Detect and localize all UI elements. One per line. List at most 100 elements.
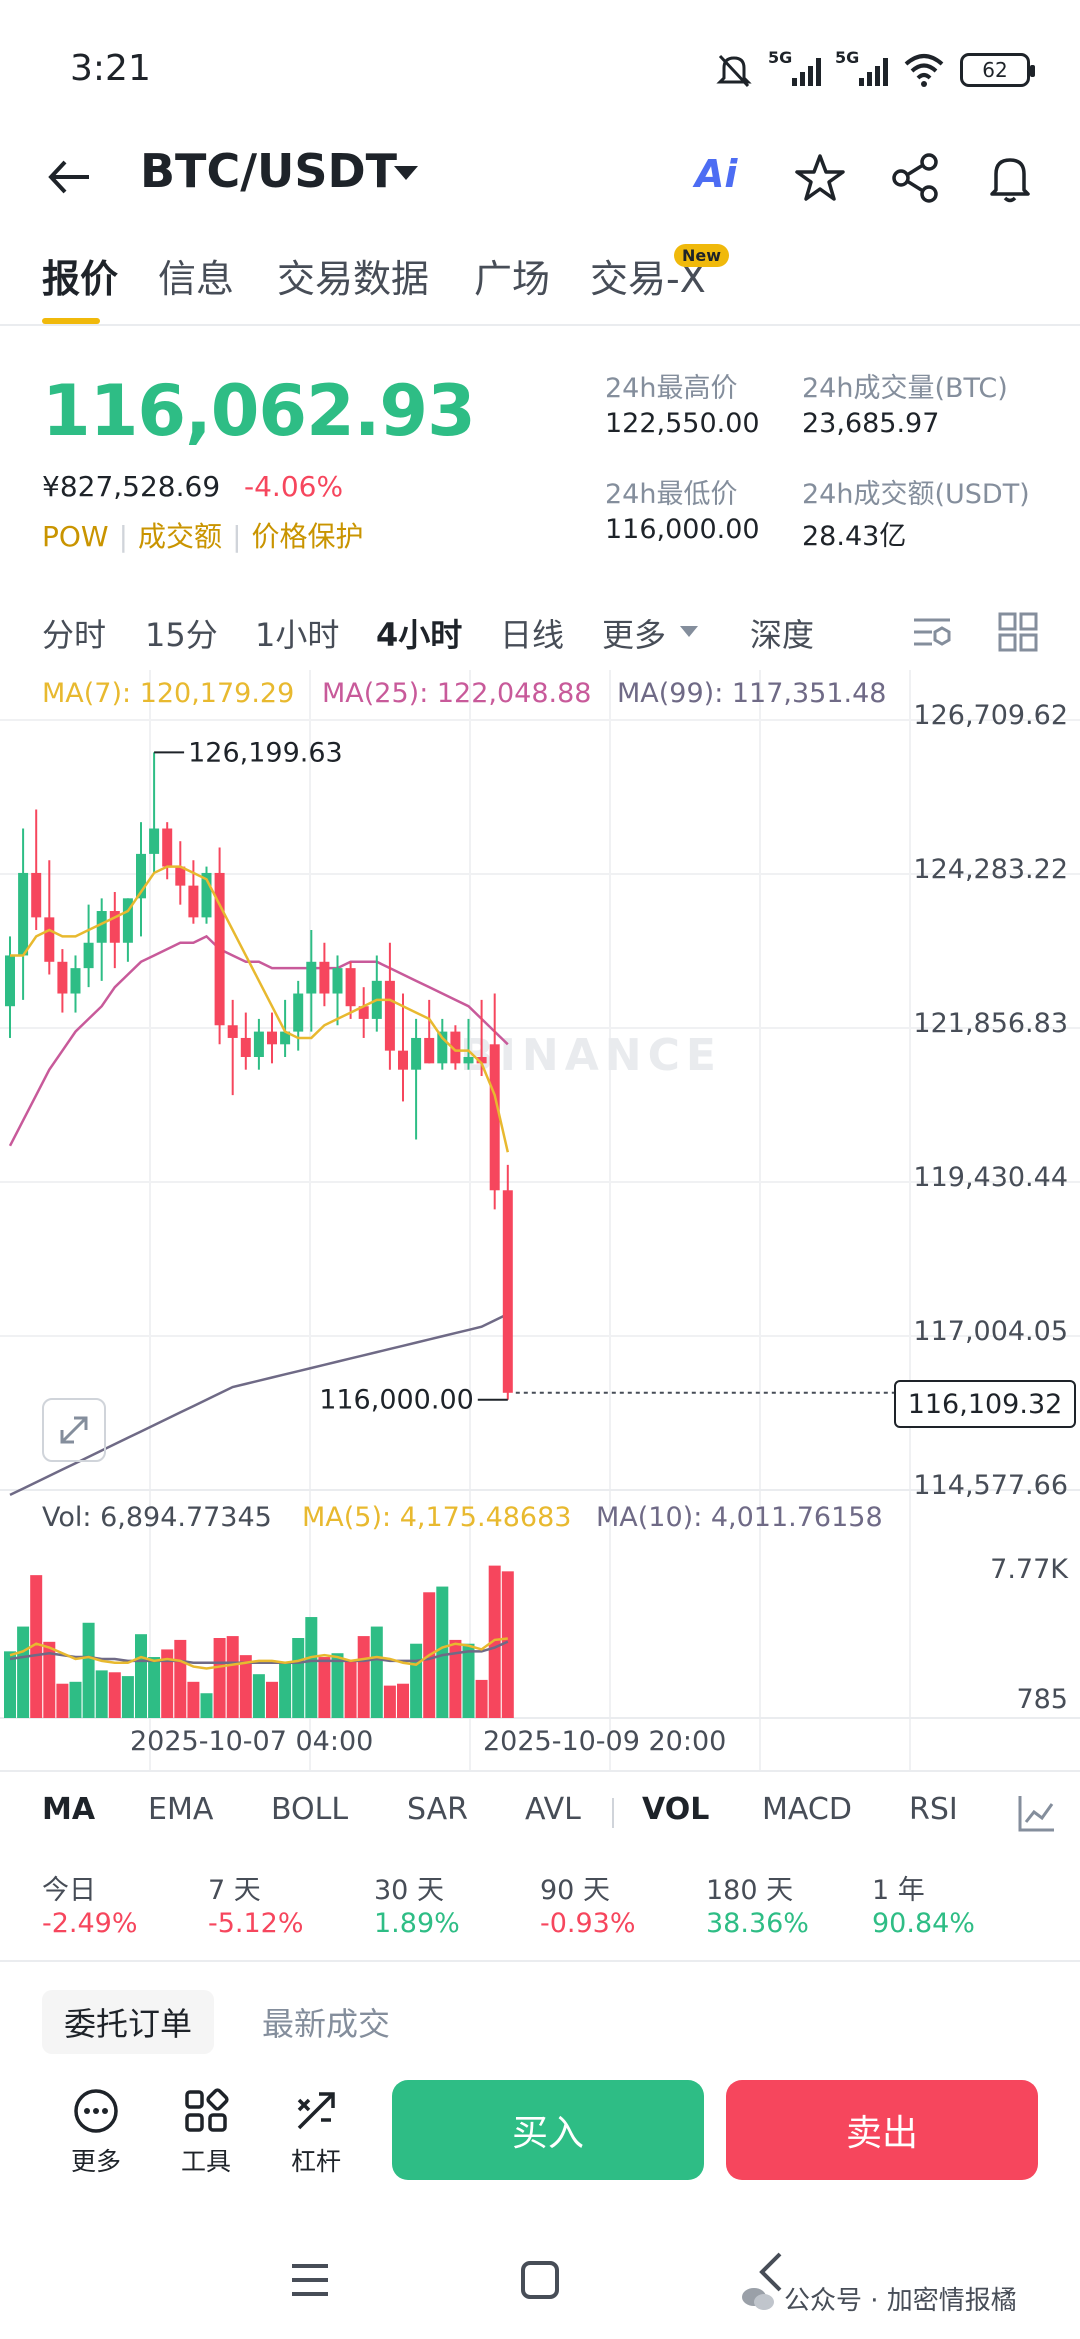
bell-icon[interactable] bbox=[980, 148, 1040, 208]
pair-title[interactable]: BTC/USDT bbox=[140, 144, 398, 198]
interval-1d[interactable]: 日线 bbox=[500, 616, 565, 654]
candle-body bbox=[437, 1031, 448, 1064]
tag-pow[interactable]: POW bbox=[42, 520, 109, 553]
vol-axis-label: 785 bbox=[1016, 1684, 1068, 1715]
high-label: 24h最高价 bbox=[605, 373, 738, 404]
back-arrow-icon[interactable] bbox=[45, 152, 95, 202]
candle-body bbox=[109, 911, 120, 943]
tab-quote[interactable]: 报价 bbox=[42, 257, 119, 301]
volume-bar bbox=[17, 1626, 30, 1718]
indicator-settings-icon[interactable] bbox=[1016, 1792, 1058, 1834]
back-nav-icon[interactable] bbox=[756, 2250, 786, 2294]
volume-bar bbox=[501, 1571, 514, 1718]
candle-body bbox=[175, 866, 186, 886]
candle-body bbox=[188, 885, 199, 918]
indicator-sar[interactable]: SAR bbox=[407, 1792, 468, 1827]
volume-bar bbox=[108, 1672, 121, 1718]
sell-button[interactable]: 卖出 bbox=[726, 2080, 1038, 2180]
volume-bar bbox=[161, 1649, 174, 1718]
interval-1h[interactable]: 1小时 bbox=[255, 616, 340, 654]
interval-more[interactable]: 更多 bbox=[602, 616, 667, 654]
indicator-boll[interactable]: BOLL bbox=[271, 1792, 349, 1827]
candle-body bbox=[424, 1037, 435, 1064]
candle-body bbox=[227, 1025, 238, 1038]
price-axis-label: 117,004.05 bbox=[913, 1316, 1068, 1347]
tools-button[interactable]: 工具 bbox=[166, 2086, 246, 2178]
indicator-rsi[interactable]: RSI bbox=[909, 1792, 958, 1827]
tab-recent-trades[interactable]: 最新成交 bbox=[262, 2005, 391, 2043]
order-tabs: 委托订单 最新成交 bbox=[0, 1990, 1080, 2060]
indicator-vol[interactable]: VOL bbox=[642, 1792, 710, 1827]
leverage-button[interactable]: 杠杆 bbox=[276, 2086, 356, 2178]
candle-body bbox=[70, 968, 81, 994]
share-icon[interactable] bbox=[885, 148, 945, 208]
interval-timeline[interactable]: 分时 bbox=[42, 616, 107, 654]
candle-body bbox=[384, 980, 395, 1051]
perf-value: -2.49% bbox=[42, 1908, 138, 1939]
status-bar: 3:21 5G 5G 62 bbox=[0, 0, 1080, 130]
tab-info[interactable]: 信息 bbox=[158, 257, 235, 301]
more-caret-icon[interactable] bbox=[680, 626, 698, 637]
price-axis-label: 119,430.44 bbox=[913, 1162, 1068, 1193]
high-marker-label: 126,199.63 bbox=[188, 737, 343, 768]
ai-icon[interactable]: Ai bbox=[695, 152, 738, 196]
signal-icon-1: 5G bbox=[768, 48, 821, 86]
indicator-macd[interactable]: MACD bbox=[762, 1792, 852, 1827]
low-label: 24h最低价 bbox=[605, 479, 738, 510]
vol-usdt-value: 28.43亿 bbox=[802, 521, 907, 552]
wechat-icon bbox=[742, 2287, 774, 2310]
volume-bar bbox=[318, 1657, 331, 1718]
indicator-avl[interactable]: AVL bbox=[525, 1792, 581, 1827]
ma99-legend: MA(99): 117,351.48 bbox=[617, 678, 887, 709]
candle-body bbox=[96, 911, 107, 943]
volume-bar bbox=[121, 1676, 134, 1718]
tab-trading-data[interactable]: 交易数据 bbox=[277, 257, 430, 301]
tag-turnover[interactable]: 成交额 bbox=[138, 520, 223, 553]
candle-body bbox=[463, 1056, 474, 1064]
perf-label: 90 天 bbox=[540, 1875, 610, 1906]
candle-body bbox=[253, 1031, 264, 1057]
candle-body bbox=[214, 872, 225, 1026]
tab-square[interactable]: 广场 bbox=[474, 257, 551, 301]
candle-body bbox=[411, 1037, 422, 1070]
candle-body bbox=[18, 872, 29, 956]
interval-4h[interactable]: 4小时 bbox=[376, 616, 463, 654]
volume-bar bbox=[213, 1638, 226, 1718]
watermark-text: 公众号 · 加密情报橘 bbox=[784, 2286, 1017, 2316]
tab-open-orders[interactable]: 委托订单 bbox=[42, 1990, 215, 2054]
grid-layout-icon[interactable] bbox=[996, 610, 1040, 654]
price-axis-label: 126,709.62 bbox=[913, 700, 1068, 731]
menu-icon[interactable] bbox=[288, 2260, 332, 2300]
star-icon[interactable] bbox=[790, 148, 850, 208]
candle-body bbox=[332, 968, 343, 994]
more-button[interactable]: 更多 bbox=[56, 2086, 136, 2178]
buy-button[interactable]: 买入 bbox=[392, 2080, 704, 2180]
status-icons: 5G 5G 62 bbox=[714, 48, 1035, 90]
vol-usdt-label: 24h成交额(USDT) bbox=[802, 479, 1030, 510]
performance-row: 今日 -2.49% 7 天 -5.12% 30 天 1.89% 90 天 -0.… bbox=[0, 1860, 1080, 1960]
chart-settings-icon[interactable] bbox=[910, 610, 954, 654]
candle-body bbox=[136, 853, 146, 899]
perf-label: 7 天 bbox=[208, 1875, 261, 1906]
volume-bar bbox=[410, 1643, 423, 1718]
volume-bar bbox=[344, 1660, 357, 1718]
volume-bar bbox=[239, 1655, 252, 1718]
interval-15m[interactable]: 15分 bbox=[145, 616, 218, 654]
pair-dropdown-icon[interactable] bbox=[394, 166, 418, 180]
tag-price-protect[interactable]: 价格保护 bbox=[251, 520, 364, 553]
action-bar: 更多 工具 杠杆 买入 卖出 bbox=[0, 2080, 1080, 2190]
leverage-label: 杠杆 bbox=[290, 2147, 341, 2176]
volume-bar bbox=[69, 1681, 82, 1718]
fullscreen-button[interactable] bbox=[42, 1398, 106, 1462]
indicator-ma[interactable]: MA bbox=[42, 1792, 96, 1827]
high-value: 122,550.00 bbox=[605, 408, 760, 439]
indicator-ema[interactable]: EMA bbox=[148, 1792, 214, 1827]
volume-bar bbox=[436, 1586, 449, 1718]
volume-bar bbox=[383, 1685, 396, 1718]
kline-chart[interactable]: BINANCE 126,199.63 116,000.00 MA(7): 120,1… bbox=[0, 670, 1080, 1770]
home-icon[interactable] bbox=[518, 2258, 562, 2302]
volume-bar bbox=[148, 1657, 161, 1718]
depth-tab[interactable]: 深度 bbox=[750, 616, 815, 654]
candle-body bbox=[398, 1050, 408, 1070]
